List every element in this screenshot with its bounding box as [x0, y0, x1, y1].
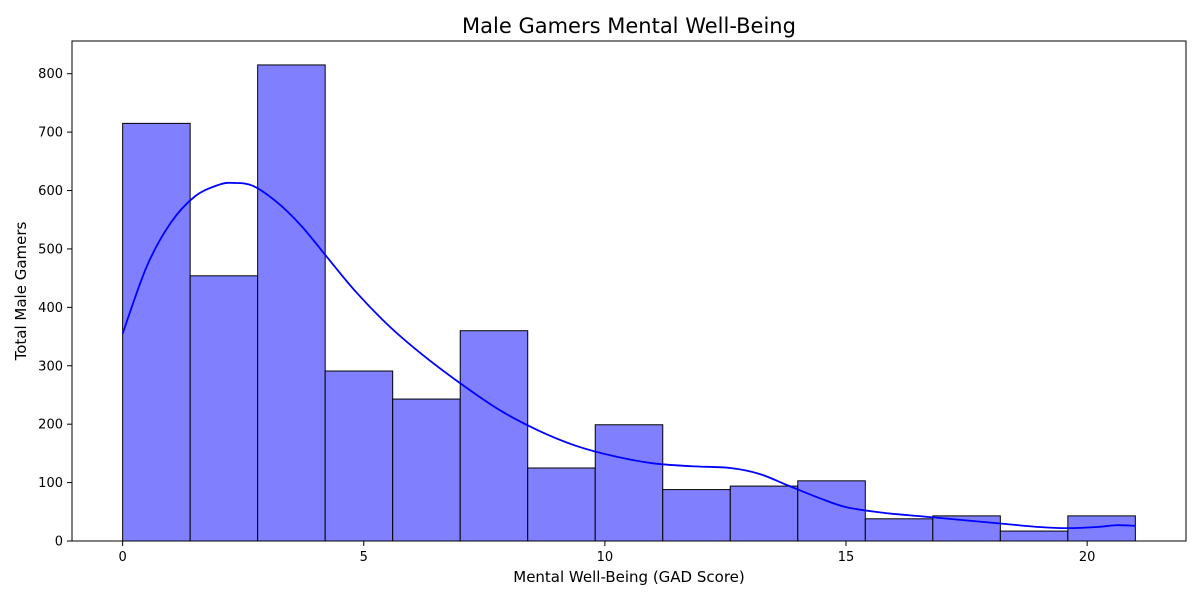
y-tick-label: 0 — [55, 535, 63, 550]
y-tick-label: 500 — [38, 242, 63, 257]
histogram-bar — [594, 424, 664, 542]
histogram-bar — [459, 330, 529, 542]
histogram-bar — [392, 398, 461, 542]
histogram-bar — [864, 518, 934, 542]
y-tick-label: 700 — [38, 126, 63, 141]
y-tick-label: 400 — [38, 301, 63, 316]
y-tick-label: 600 — [38, 184, 63, 199]
histogram-bar — [189, 275, 259, 542]
x-tick-label: 15 — [838, 550, 855, 565]
histogram-bar — [729, 485, 799, 542]
histogram-bar — [527, 467, 596, 542]
plot-frame — [71, 40, 1187, 542]
x-axis-label: Mental Well-Being (GAD Score) — [513, 568, 744, 586]
y-tick-label: 300 — [38, 359, 63, 374]
x-tick-label: 10 — [597, 550, 614, 565]
y-axis: 0 100 200 300 400 500 600 700 800 — [38, 67, 72, 550]
y-tick-label: 800 — [38, 67, 63, 82]
histogram-bar — [662, 489, 731, 542]
histogram-bar — [324, 370, 394, 542]
y-axis-label: Total Male Gamers — [12, 221, 30, 361]
y-tick-label: 100 — [38, 476, 63, 491]
histogram-bar — [257, 64, 326, 542]
x-tick-label: 5 — [360, 550, 368, 565]
y-tick-label: 200 — [38, 418, 63, 433]
x-tick-label: 20 — [1079, 550, 1096, 565]
histogram-bar — [797, 480, 866, 542]
x-axis: 0 5 10 15 20 — [118, 541, 1095, 565]
kde-curve — [121, 181, 1136, 530]
chart-title: Male Gamers Mental Well-Being — [462, 14, 796, 38]
histogram-bar — [122, 122, 191, 542]
histogram-bar — [999, 530, 1069, 542]
x-tick-label: 0 — [118, 550, 126, 565]
histogram-bars — [122, 64, 1136, 542]
